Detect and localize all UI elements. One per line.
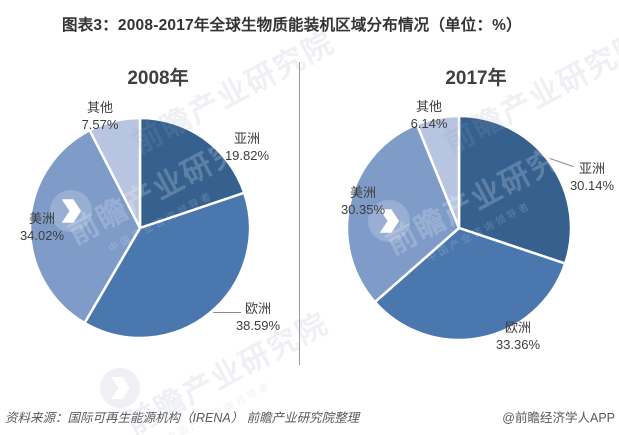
slice-name: 欧洲 xyxy=(504,320,531,335)
slice-percent: 30.35% xyxy=(340,201,386,217)
slice-percent: 30.14% xyxy=(569,177,615,193)
pie-slice-美洲 xyxy=(345,122,461,304)
slice-name: 欧洲 xyxy=(244,301,271,316)
pie-2017-title: 2017年 xyxy=(445,68,507,89)
pie-2017-label-europe: 欧洲 33.36% xyxy=(476,320,560,353)
watermark-logo-icon xyxy=(100,368,140,408)
leader-line-europe-2008 xyxy=(213,312,241,313)
slice-percent: 6.14% xyxy=(410,115,448,131)
data-source-note: 资料来源：国际可再生能源机构（IRENA） 前瞻产业研究院整理 xyxy=(5,411,360,425)
slice-percent: 33.36% xyxy=(495,336,541,352)
pie-2008-label-other: 其他 7.57% xyxy=(58,100,142,133)
pie-2008 xyxy=(28,116,252,340)
pie-2008-label-europe: 欧洲 38.59% xyxy=(216,301,300,334)
slice-percent: 19.82% xyxy=(224,147,270,163)
slice-name: 美洲 xyxy=(28,211,55,226)
slice-name: 其他 xyxy=(86,100,113,115)
chart-title: 图表3：2008-2017年全球生物质能装机区域分布情况（单位：%） xyxy=(62,17,522,34)
slice-name: 亚洲 xyxy=(578,161,605,176)
pie-2008-label-america: 美洲 34.02% xyxy=(0,211,84,244)
pie-2008-title: 2008年 xyxy=(127,68,189,89)
pie-2017-label-america: 美洲 30.35% xyxy=(321,185,405,218)
pie-2017 xyxy=(345,114,573,342)
pie-slice-欧洲 xyxy=(373,226,567,342)
panel-divider xyxy=(299,62,300,365)
pie-slice-其他 xyxy=(88,116,142,230)
pie-2008-label-asia: 亚洲 19.82% xyxy=(205,131,289,164)
slice-name: 亚洲 xyxy=(233,131,260,146)
slice-name: 其他 xyxy=(415,99,442,114)
slice-percent: 7.57% xyxy=(81,116,119,132)
slice-name: 美洲 xyxy=(349,185,376,200)
pie-2017-label-other: 其他 6.14% xyxy=(387,99,471,132)
pie-slice-美洲 xyxy=(28,128,142,325)
slice-percent: 38.59% xyxy=(235,317,281,333)
pie-slice-欧洲 xyxy=(83,191,252,340)
pie-slice-亚洲 xyxy=(457,114,573,265)
slice-percent: 34.02% xyxy=(19,227,65,243)
pie-2017-label-asia: 亚洲 30.14% xyxy=(550,161,619,194)
pie-slice-其他 xyxy=(415,114,461,230)
credit-note: @前瞻经济学人APP xyxy=(502,411,615,425)
